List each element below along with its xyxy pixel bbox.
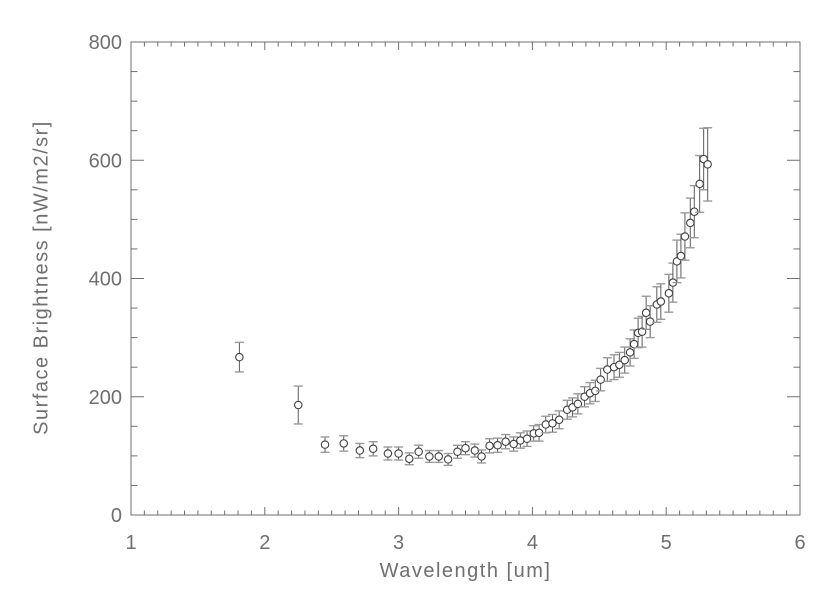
data-point-marker	[477, 452, 486, 461]
data-point-marker	[434, 452, 443, 461]
y-tick-label: 200	[89, 387, 122, 409]
data-point-marker	[615, 360, 624, 370]
data-point-marker	[461, 443, 470, 453]
data-point-marker	[625, 348, 635, 357]
data-point-marker	[443, 455, 453, 464]
data-point-marker	[596, 375, 605, 384]
x-tick-label: 1	[125, 532, 136, 554]
data-point-marker	[620, 355, 629, 365]
data-point-marker	[394, 449, 403, 458]
data-point-marker	[368, 444, 378, 454]
x-tick-label: 2	[259, 532, 270, 554]
y-tick-label: 0	[111, 505, 122, 527]
x-tick-label: 6	[794, 532, 805, 554]
data-point-marker	[573, 399, 583, 409]
y-tick-label: 800	[89, 32, 122, 54]
data-point-marker	[414, 447, 423, 456]
x-tick-label: 4	[527, 532, 538, 554]
x-axis-title: Wavelength [um]	[379, 560, 552, 582]
data-point-marker	[425, 452, 434, 461]
data-point-marker	[453, 447, 462, 456]
data-point-marker	[320, 440, 330, 449]
data-point-marker	[501, 437, 510, 446]
data-point-marker	[355, 446, 365, 455]
data-point-marker	[541, 420, 551, 429]
data-point-marker	[656, 297, 666, 306]
data-point-marker	[554, 415, 564, 425]
y-axis-title: Surface Brightness [nW/m2/sr]	[30, 120, 53, 435]
y-tick-label: 600	[89, 150, 122, 172]
data-point-marker	[703, 160, 712, 169]
data-point-marker	[548, 419, 557, 428]
data-point-marker	[522, 434, 532, 443]
data-point-marker	[493, 440, 502, 450]
x-tick-label: 5	[661, 532, 672, 554]
data-point-marker	[235, 352, 244, 362]
data-point-marker	[383, 449, 393, 458]
data-point-marker	[509, 439, 518, 449]
data-point-marker	[641, 308, 651, 318]
data-point-marker	[676, 251, 686, 261]
data-point-marker	[664, 289, 674, 298]
data-point-marker	[695, 179, 704, 189]
y-tick-label: 400	[89, 269, 122, 291]
data-point-marker	[405, 454, 414, 464]
x-tick-label: 3	[393, 532, 404, 554]
data-point-marker	[485, 441, 494, 451]
data-point-marker	[680, 232, 690, 241]
data-point-marker	[293, 400, 303, 410]
data-point-marker	[686, 218, 695, 228]
data-point-marker	[339, 439, 348, 448]
data-point-marker	[629, 339, 639, 349]
